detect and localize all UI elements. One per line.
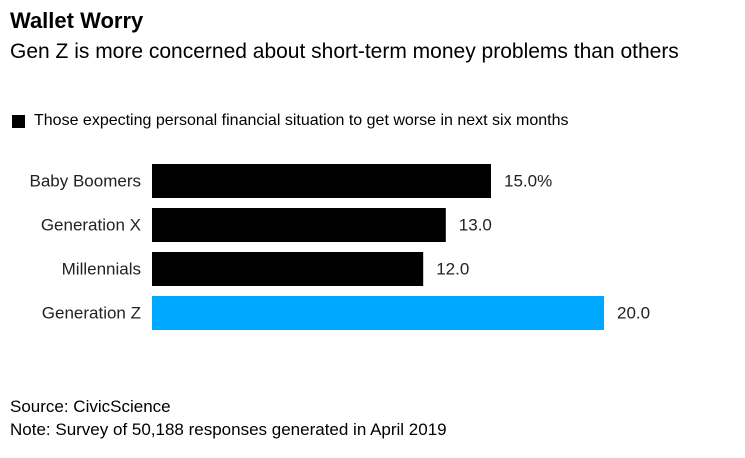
bar-baby-boomers xyxy=(152,164,491,198)
chart-title: Wallet Worry xyxy=(10,8,144,33)
bar-generation-x xyxy=(152,208,446,242)
value-label: 12.0 xyxy=(436,260,469,279)
bar-millennials xyxy=(152,252,424,286)
value-label: 15.0% xyxy=(504,172,552,191)
legend: Those expecting personal financial situa… xyxy=(12,110,569,132)
chart-subtitle: Gen Z is more concerned about short-term… xyxy=(10,40,679,63)
category-label: Generation Z xyxy=(42,304,141,323)
category-label: Millennials xyxy=(62,260,141,279)
category-label: Baby Boomers xyxy=(30,172,142,191)
category-label: Generation X xyxy=(41,216,141,235)
note-text: Note: Survey of 50,188 responses generat… xyxy=(10,420,447,439)
source-text: Source: CivicScience xyxy=(10,397,171,416)
bar-chart: Baby Boomers 15.0% Generation X 13.0 Millenn… xyxy=(30,164,650,330)
value-label: 20.0 xyxy=(617,304,650,323)
bar-generation-z xyxy=(152,296,604,330)
legend-swatch xyxy=(12,114,25,128)
value-label: 13.0 xyxy=(459,216,492,235)
legend-label: Those expecting personal financial situa… xyxy=(34,112,569,129)
